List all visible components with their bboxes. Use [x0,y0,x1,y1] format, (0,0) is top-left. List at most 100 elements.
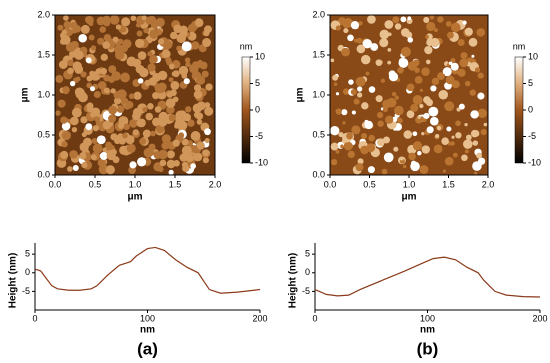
grain [74,65,84,74]
grain [469,89,476,96]
grain [135,22,141,28]
colorbar-tick-label: -10 [255,157,268,167]
grain [450,141,455,146]
grain [342,121,346,125]
grain [362,38,372,49]
grain [430,37,440,48]
grain [142,129,151,138]
grain [455,120,461,127]
grain [110,88,116,94]
grain [70,21,78,30]
grain [431,77,440,86]
grain [142,106,148,113]
grain [158,166,164,172]
grain [157,38,165,45]
grain [357,158,364,165]
grain [158,149,168,160]
grain [61,122,71,131]
grain [179,29,188,38]
grain [136,119,145,128]
y-tick-label: 1.0 [37,89,50,99]
y-tick-label: 0 [25,267,30,277]
grain [68,50,77,58]
grain [398,58,405,64]
x-tick-label: 100 [140,313,155,323]
grain [150,130,156,137]
grain [382,106,388,113]
grain [421,67,430,76]
afm-grains [330,15,488,175]
x-tick-label: 1.0 [403,179,416,189]
grain [450,57,456,63]
grain [445,104,449,109]
grain [391,91,397,97]
y-axis-label: Height (nm) [288,253,299,309]
grain [204,128,211,136]
y-tick-label: 0.5 [312,129,325,139]
grain [425,34,429,39]
grain [419,103,424,109]
grain [375,59,383,67]
grain [353,98,360,105]
grain [477,92,485,100]
grain [111,71,121,81]
grain [204,106,214,116]
grain [348,79,354,85]
grain [60,35,71,45]
grain [330,125,340,136]
grain [464,149,469,154]
grain [199,61,208,70]
grain [90,45,97,51]
grain [341,109,348,116]
grain [332,74,339,81]
grain [351,110,356,115]
grain [137,157,147,167]
grain [195,75,206,85]
grain [85,57,92,64]
grain [461,154,468,162]
grain [335,108,342,115]
grain [123,123,130,131]
colorbar-label: nm [513,41,526,51]
grain [119,44,129,53]
grain [172,96,179,103]
grain [412,131,418,137]
grain [446,126,452,132]
grain [86,82,92,89]
x-tick-label: 2.0 [209,179,222,189]
grain [94,116,101,123]
grain [181,41,192,52]
grain [393,146,399,152]
grain [361,133,368,140]
grain [92,125,99,132]
grain [350,88,357,96]
grain [407,37,414,43]
grain [88,21,94,27]
grain [106,150,116,161]
grain [364,120,373,130]
grain [149,29,159,39]
colorbar-tick-label: 5 [255,78,260,88]
grain [115,24,122,30]
grain [347,150,355,159]
grain [340,144,344,149]
grain [450,22,461,33]
grain [80,24,90,34]
grain [55,110,61,116]
grain [465,134,472,141]
grain [102,41,111,50]
grain [72,165,79,172]
x-tick-label: 2.0 [482,179,495,189]
grain [441,73,446,78]
grain [365,71,370,76]
grain [397,66,404,74]
y-tick-label: -5 [22,286,30,296]
grain [109,15,120,25]
x-axis-label: μm [401,192,416,203]
grain [430,85,437,92]
grain [429,15,435,20]
grain [61,130,72,141]
grain [419,88,423,92]
grain [376,138,385,147]
grain [387,60,392,65]
